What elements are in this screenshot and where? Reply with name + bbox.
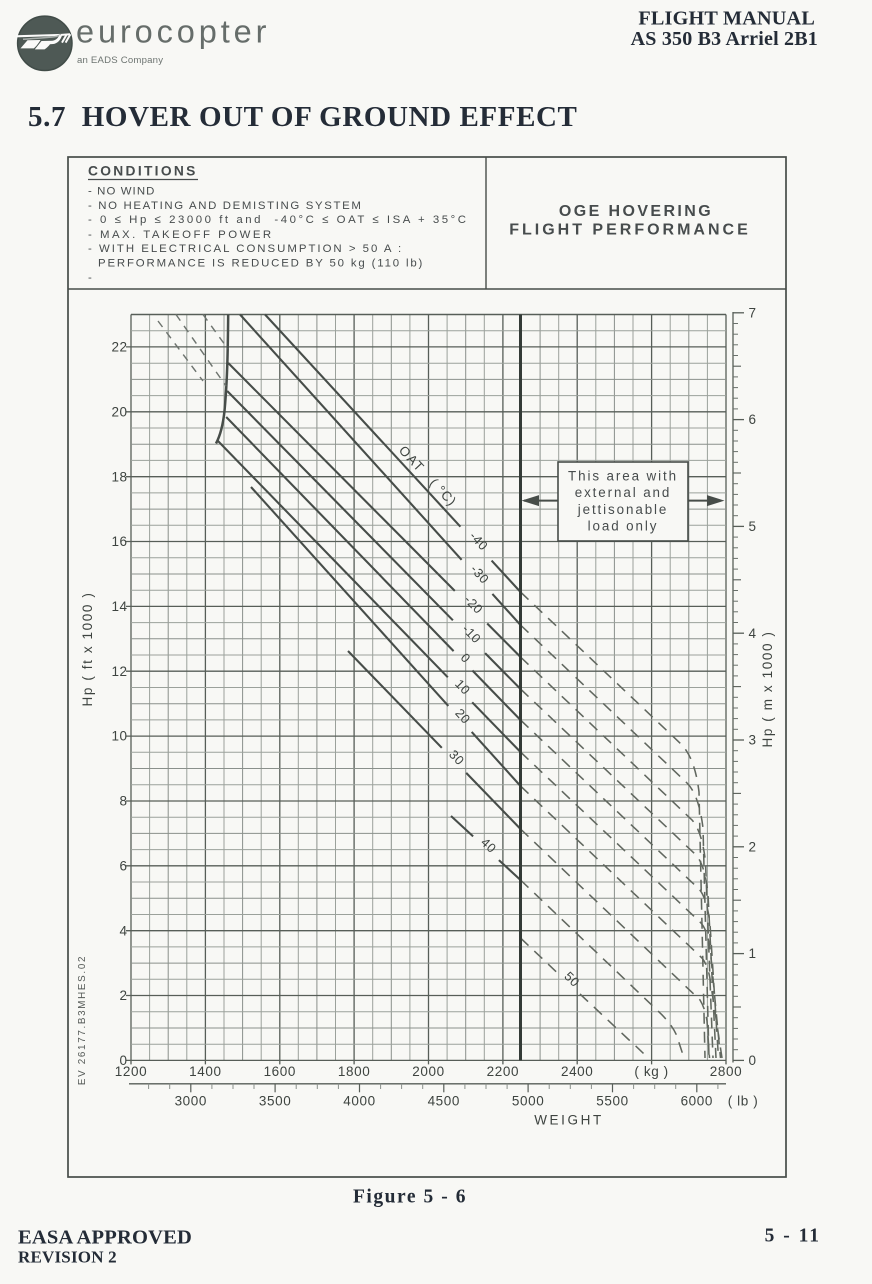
svg-text:3000: 3000 — [175, 1094, 207, 1109]
svg-text:6: 6 — [749, 412, 757, 427]
svg-text:- NO WIND: - NO WIND — [88, 186, 155, 198]
svg-text:jettisonable: jettisonable — [577, 502, 669, 517]
svg-text:22: 22 — [111, 340, 127, 355]
svg-text:3: 3 — [749, 733, 757, 748]
svg-text:load only: load only — [588, 519, 659, 534]
svg-text:2800: 2800 — [710, 1064, 742, 1079]
svg-text:16: 16 — [111, 534, 127, 549]
svg-text:Hp ( ft x 1000 ): Hp ( ft x 1000 ) — [80, 592, 95, 707]
svg-text:7: 7 — [749, 305, 757, 320]
svg-text:5 - 11: 5 - 11 — [765, 1226, 821, 1247]
svg-text:FLIGHT MANUAL: FLIGHT MANUAL — [638, 8, 815, 30]
svg-text:0: 0 — [119, 1053, 127, 1068]
svg-text:8: 8 — [119, 794, 127, 809]
svg-text:3500: 3500 — [259, 1094, 291, 1109]
svg-text:5000: 5000 — [512, 1094, 544, 1109]
svg-text:20: 20 — [111, 404, 127, 419]
svg-text:4000: 4000 — [343, 1094, 375, 1109]
svg-text:5: 5 — [749, 519, 757, 534]
svg-text:OGE HOVERING: OGE HOVERING — [559, 203, 713, 220]
svg-text:WEIGHT: WEIGHT — [534, 1113, 604, 1128]
svg-text:18: 18 — [111, 469, 127, 484]
svg-text:5500: 5500 — [596, 1094, 628, 1109]
svg-text:AS 350 B3 Arriel 2B1: AS 350 B3 Arriel 2B1 — [631, 28, 818, 50]
svg-text:10: 10 — [111, 729, 127, 744]
svg-text:- 0 ≤ Hp ≤ 23000 ft and -40°C: - 0 ≤ Hp ≤ 23000 ft and -40°C ≤ OAT ≤ IS… — [88, 214, 469, 226]
svg-text:an EADS Company: an EADS Company — [77, 55, 163, 66]
svg-text:- MAX. TAKEOFF POWER: - MAX. TAKEOFF POWER — [88, 229, 274, 241]
svg-text:2200: 2200 — [487, 1064, 519, 1079]
svg-text:eurocopter: eurocopter — [76, 14, 270, 50]
svg-text:0: 0 — [749, 1053, 757, 1068]
svg-text:2400: 2400 — [561, 1064, 593, 1079]
svg-text:4: 4 — [749, 626, 757, 641]
svg-text:5.7 HOVER OUT OF GROUND EFFEC: 5.7 HOVER OUT OF GROUND EFFECT — [28, 101, 578, 133]
svg-text:2: 2 — [119, 988, 127, 1003]
svg-text:1800: 1800 — [338, 1064, 370, 1079]
svg-text:14: 14 — [111, 599, 127, 614]
svg-text:FLIGHT PERFORMANCE: FLIGHT PERFORMANCE — [509, 222, 751, 239]
svg-text:REVISION 2: REVISION 2 — [18, 1248, 117, 1267]
svg-text:4: 4 — [119, 923, 127, 938]
svg-text:EV 26177.B3MHES.02: EV 26177.B3MHES.02 — [77, 955, 88, 1085]
svg-text:12: 12 — [111, 664, 127, 679]
svg-text:Figure 5 - 6: Figure 5 - 6 — [353, 1187, 467, 1208]
svg-text:1400: 1400 — [189, 1064, 221, 1079]
svg-text:CONDITIONS: CONDITIONS — [88, 164, 198, 179]
svg-text:external and: external and — [575, 485, 672, 500]
svg-text:-: - — [88, 272, 93, 284]
svg-text:Hp ( m x 1000 ): Hp ( m x 1000 ) — [760, 630, 775, 747]
svg-text:1600: 1600 — [264, 1064, 296, 1079]
svg-text:1200: 1200 — [115, 1064, 147, 1079]
svg-text:4500: 4500 — [428, 1094, 460, 1109]
svg-text:6000: 6000 — [681, 1094, 713, 1109]
svg-text:6: 6 — [119, 858, 127, 873]
svg-text:This area with: This area with — [568, 469, 678, 484]
svg-text:( lb ): ( lb ) — [728, 1094, 759, 1109]
svg-text:2000: 2000 — [412, 1064, 444, 1079]
svg-text:- NO HEATING AND DEMISTING SYS: - NO HEATING AND DEMISTING SYSTEM — [88, 200, 362, 212]
svg-text:( kg ): ( kg ) — [634, 1064, 668, 1079]
svg-text:- WITH ELECTRICAL CONSUMPTION: - WITH ELECTRICAL CONSUMPTION > 50 A : — [88, 243, 403, 255]
svg-text:2: 2 — [749, 839, 757, 854]
svg-text:1: 1 — [749, 946, 757, 961]
svg-text:EASA APPROVED: EASA APPROVED — [18, 1227, 192, 1249]
svg-text:PERFORMANCE IS REDUCED BY 50 k: PERFORMANCE IS REDUCED BY 50 kg (110 lb) — [88, 257, 424, 269]
